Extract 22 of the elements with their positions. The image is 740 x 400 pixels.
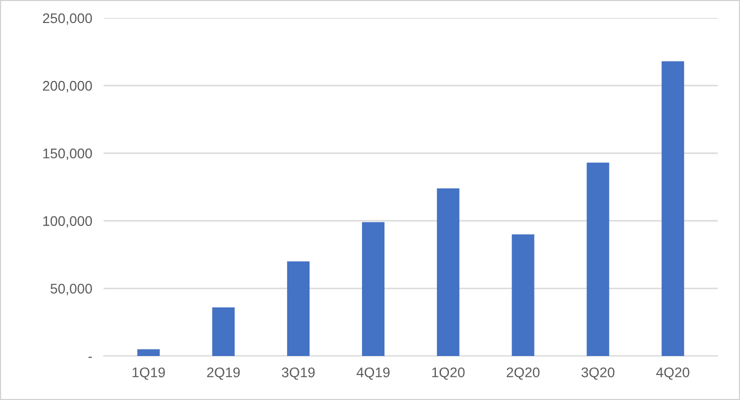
y-tick-label: 50,000 — [50, 284, 92, 296]
x-tick-label: 1Q19 — [132, 367, 165, 380]
y-tick-label: - — [88, 356, 92, 358]
y-tick-label: 150,000 — [43, 148, 92, 160]
y-tick-label: 250,000 — [42, 13, 92, 25]
x-tick-label: 2Q20 — [506, 367, 540, 380]
bar — [512, 234, 534, 356]
x-tick-label: 2Q19 — [207, 367, 240, 380]
x-tick-label: 3Q19 — [282, 367, 315, 380]
y-tick-label: 100,000 — [43, 216, 92, 228]
bar — [436, 188, 460, 356]
bar — [586, 162, 610, 356]
bar — [362, 222, 384, 356]
bar — [287, 261, 310, 356]
x-tick-label: 1Q20 — [432, 367, 465, 380]
x-tick-label: 4Q20 — [656, 367, 690, 380]
bar — [662, 61, 684, 356]
y-tick-label: 200,000 — [42, 80, 92, 92]
x-tick-label: 3Q20 — [582, 367, 614, 380]
x-tick-label: 4Q19 — [356, 367, 390, 380]
bar — [137, 349, 160, 356]
bar — [212, 307, 235, 356]
